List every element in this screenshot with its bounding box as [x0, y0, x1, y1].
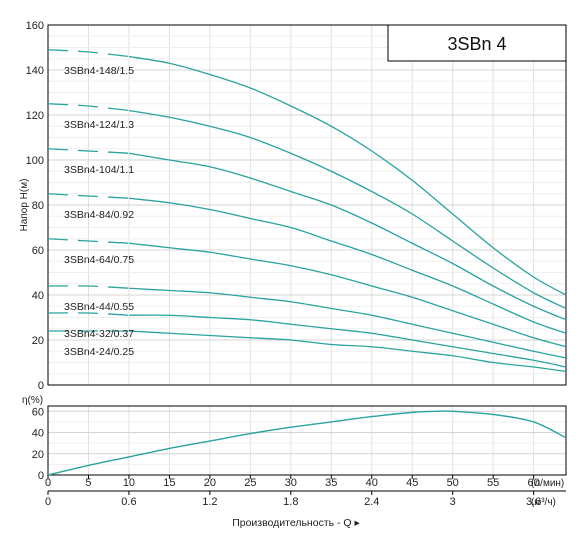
head-series-labels: 3SBn4-148/1.5 3SBn4-124/1.3 3SBn4-104/1.1 3…: [64, 65, 134, 358]
m3h-tick-label: 0.6: [121, 496, 136, 508]
eff-tick-label: 0: [38, 470, 44, 482]
y-tick-label: 100: [26, 155, 44, 167]
efficiency-label: η(%): [22, 395, 43, 406]
head-curve-dashed-2: [47, 103, 130, 112]
lpm-tick-label: 30: [285, 477, 297, 489]
eff-tick-label: 20: [32, 449, 44, 461]
head-curve-dashed-4: [47, 193, 129, 199]
lpm-tick-label: 55: [487, 477, 499, 489]
m3h-tick-label: 3: [450, 496, 456, 508]
lpm-tick-label: 45: [406, 477, 418, 489]
series-label: 3SBn4-148/1.5: [64, 65, 134, 77]
head-curve-3: [128, 152, 567, 321]
m3h-tick-label: 1.2: [202, 496, 217, 508]
head-curve-dashed-1: [47, 49, 130, 58]
efficiency-plot-frame: [47, 405, 567, 476]
head-curve-7: [128, 314, 567, 368]
head-curve-4: [128, 197, 567, 334]
lpm-tick-label: 50: [447, 477, 459, 489]
y-tick-label: 120: [26, 110, 44, 122]
efficiency-grid: [47, 405, 567, 476]
y-tick-label: 160: [26, 20, 44, 32]
head-curve-dashed-3: [47, 148, 129, 154]
m3h-tick-label: 1.8: [283, 496, 298, 508]
head-plot-frame: [47, 24, 567, 386]
title-frame: [387, 24, 567, 62]
lpm-tick-label: 5: [85, 477, 91, 489]
head-curve-2: [128, 109, 567, 310]
series-label: 3SBn4-124/1.3: [64, 119, 134, 131]
series-label: 3SBn4-44/0.55: [64, 301, 134, 313]
m3h-unit-label: (м³/ч): [531, 497, 556, 508]
y-tick-label: 20: [32, 335, 44, 347]
chart-title: 3SBn 4: [447, 34, 506, 54]
flow-axes: 0 5 10 15 20 25 30 35 40 45 50 55 60(л/мин) 0 0.6 1.2 1.…: [45, 475, 566, 529]
lpm-tick-label: 0: [45, 477, 51, 489]
m3h-tick-label: 2.4: [364, 496, 379, 508]
series-label: 3SBn4-24/0.25: [64, 346, 134, 358]
series-label: 3SBn4-84/0.92: [64, 209, 134, 221]
head-curve-dashed-6: [47, 285, 129, 289]
lpm-tick-label: 15: [163, 477, 175, 489]
m3h-tick-label: 0: [45, 496, 51, 508]
lpm-tick-label: 35: [325, 477, 337, 489]
eff-tick-label: 60: [32, 406, 44, 418]
head-curve-dashed-7: [47, 312, 129, 316]
efficiency-curve: [47, 410, 567, 476]
footer-label: Производительность - Q ▸: [232, 517, 360, 529]
head-axis: 0 20 40 60 80 100 120 140 160 Напор H(м): [19, 20, 44, 392]
series-label: 3SBn4-32/0.37: [64, 328, 134, 340]
head-curve-1: [128, 55, 567, 296]
lpm-tick-label: 10: [123, 477, 135, 489]
y-tick-label: 60: [32, 245, 44, 257]
y-tick-label: 0: [38, 380, 44, 392]
efficiency-curve-1: [47, 410, 567, 476]
head-curve-8: [128, 330, 567, 373]
head-curve-dashed-5: [47, 238, 129, 244]
lpm-tick-label: 20: [204, 477, 216, 489]
lpm-tick-label: 60: [528, 477, 540, 489]
m3h-tick-label: 3.6: [526, 496, 541, 508]
eff-tick-label: 40: [32, 428, 44, 440]
head-grid: [47, 24, 567, 386]
head-curve-5: [128, 242, 567, 348]
lpm-unit-label: (л/мин): [531, 478, 564, 489]
y-tick-label: 140: [26, 65, 44, 77]
series-label: 3SBn4-64/0.75: [64, 254, 134, 266]
model-title-box: 3SBn 4: [387, 24, 567, 62]
y-axis-label: Напор H(м): [19, 179, 30, 232]
y-tick-label: 80: [32, 200, 44, 212]
y-tick-label: 40: [32, 290, 44, 302]
lpm-tick-label: 40: [366, 477, 378, 489]
head-curve-6: [128, 287, 567, 359]
series-label: 3SBn4-104/1.1: [64, 164, 134, 176]
head-curves: [47, 49, 567, 373]
lpm-tick-label: 25: [244, 477, 256, 489]
efficiency-axis: 0 20 40 60η(%): [22, 395, 44, 482]
